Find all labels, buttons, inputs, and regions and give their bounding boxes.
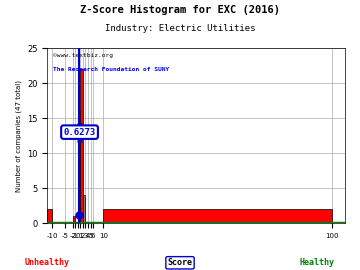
Text: 0.6273: 0.6273 <box>63 128 96 137</box>
Y-axis label: Number of companies (47 total): Number of companies (47 total) <box>15 80 22 192</box>
Text: The Research Foundation of SUNY: The Research Foundation of SUNY <box>53 68 170 72</box>
Bar <box>47 209 52 223</box>
Bar <box>73 216 75 223</box>
Bar <box>78 111 80 223</box>
Text: Score: Score <box>167 258 193 267</box>
Bar <box>80 69 83 223</box>
Bar <box>83 195 85 223</box>
Text: Z-Score Histogram for EXC (2016): Z-Score Histogram for EXC (2016) <box>80 5 280 15</box>
Text: Healthy: Healthy <box>299 258 334 267</box>
Text: Unhealthy: Unhealthy <box>24 258 69 267</box>
Text: ©www.textbiz.org: ©www.textbiz.org <box>53 53 113 58</box>
Bar <box>103 209 332 223</box>
Text: Industry: Electric Utilities: Industry: Electric Utilities <box>105 24 255 33</box>
